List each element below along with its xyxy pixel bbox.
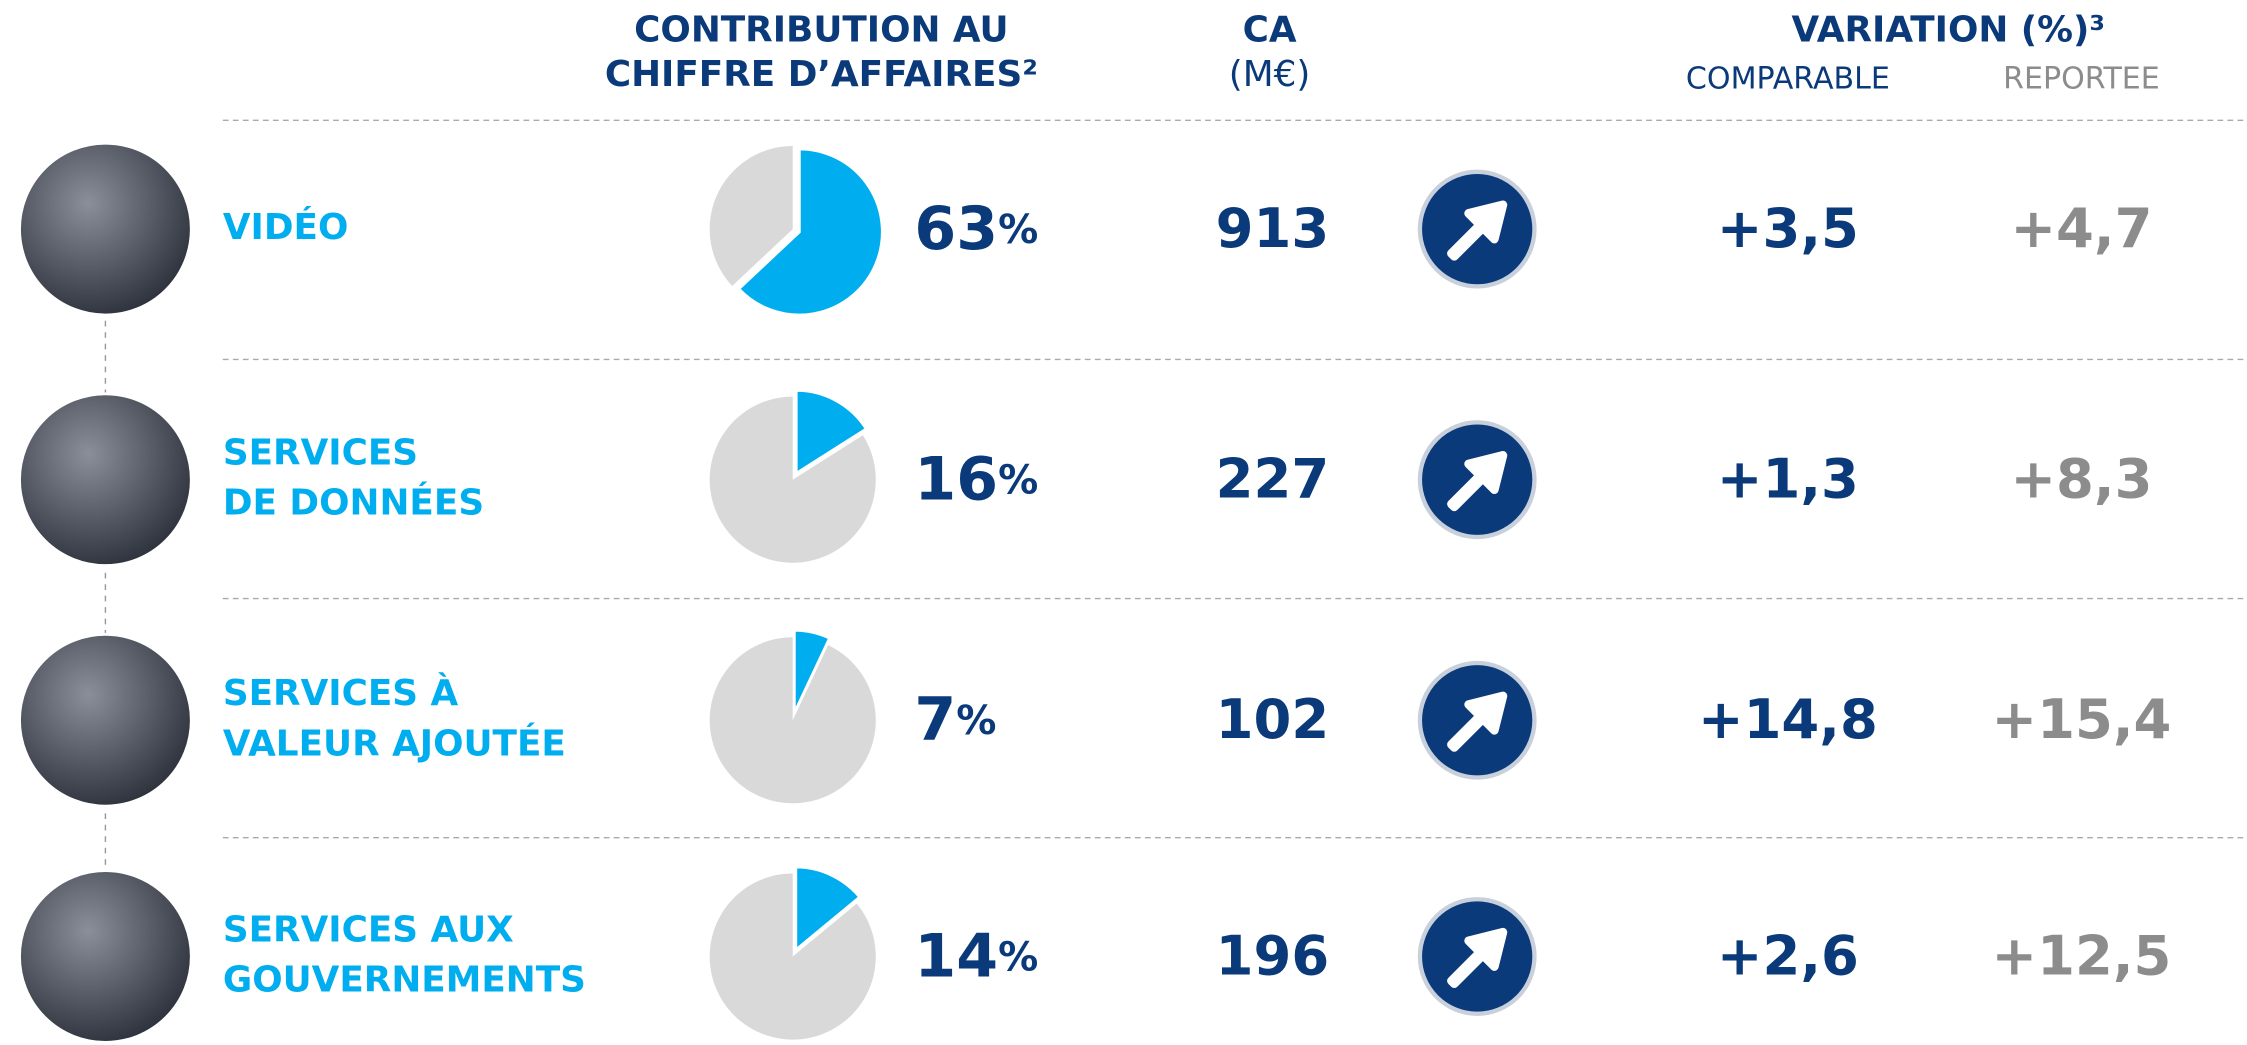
share: 63% bbox=[914, 194, 1038, 264]
photo bbox=[18, 869, 193, 1044]
share: 16% bbox=[914, 444, 1038, 514]
pie-rest bbox=[709, 396, 876, 563]
segment-label: DE DONNÉES bbox=[223, 482, 484, 524]
comparable: +3,5 bbox=[1717, 196, 1859, 260]
share-unit: % bbox=[998, 934, 1038, 980]
pie-wedge bbox=[736, 147, 884, 317]
photo bbox=[18, 632, 193, 808]
pie-rest bbox=[709, 146, 793, 286]
ca: 102 bbox=[1216, 687, 1330, 751]
header: CONTRIBUTION AU bbox=[634, 10, 1008, 51]
share-unit: % bbox=[998, 458, 1038, 504]
trend-arrow bbox=[1447, 691, 1508, 752]
trend-arrow bbox=[1447, 200, 1508, 261]
reportee: +8,3 bbox=[2010, 447, 2152, 511]
photo bbox=[18, 392, 193, 568]
trend-arrow bbox=[1447, 927, 1508, 989]
segment-label: VALEUR AJOUTÉE bbox=[223, 722, 566, 764]
header: (M€) bbox=[1229, 54, 1311, 95]
share-value: 63 bbox=[914, 194, 998, 264]
reportee: +4,7 bbox=[2010, 196, 2152, 260]
share-unit: % bbox=[956, 698, 996, 744]
share-value: 14 bbox=[914, 921, 998, 991]
rows: VIDÉO 63% 913 +3,5 +4,7 SERVICES DE DONNÉES 16%… bbox=[18, 119, 2247, 1044]
header: VARIATION (%)³ bbox=[1792, 10, 2106, 51]
ca: 196 bbox=[1216, 924, 1330, 988]
segment-label: SERVICES bbox=[223, 433, 418, 474]
ca: 227 bbox=[1216, 447, 1330, 511]
share-value: 7 bbox=[914, 685, 956, 755]
pie-wedge bbox=[794, 388, 869, 477]
segment-label: SERVICES À bbox=[223, 672, 459, 714]
pie-wedge bbox=[794, 865, 862, 954]
pie-wedge bbox=[792, 628, 832, 714]
share-value: 16 bbox=[914, 444, 998, 514]
segment-label: VIDÉO bbox=[223, 206, 349, 248]
comparable: +2,6 bbox=[1717, 924, 1859, 988]
header: REPORTEE bbox=[2003, 62, 2160, 97]
header: COMPARABLE bbox=[1686, 62, 1890, 97]
pie-rest bbox=[709, 637, 876, 804]
segment-label: GOUVERNEMENTS bbox=[223, 960, 586, 1001]
share: 14% bbox=[914, 921, 1038, 991]
reportee: +15,4 bbox=[1992, 687, 2172, 751]
comparable: +1,3 bbox=[1717, 447, 1859, 511]
share-unit: % bbox=[998, 207, 1038, 253]
ca: 913 bbox=[1216, 196, 1330, 260]
segment-label: SERVICES AUX bbox=[223, 909, 514, 950]
comparable: +14,8 bbox=[1698, 687, 1878, 751]
reportee: +12,5 bbox=[1992, 924, 2172, 988]
trend-arrow bbox=[1447, 451, 1508, 512]
share: 7% bbox=[914, 685, 996, 755]
photo bbox=[18, 141, 193, 317]
header: CA bbox=[1243, 10, 1297, 51]
pie-rest bbox=[709, 873, 876, 1040]
header: CHIFFRE D’AFFAIRES² bbox=[605, 54, 1038, 95]
